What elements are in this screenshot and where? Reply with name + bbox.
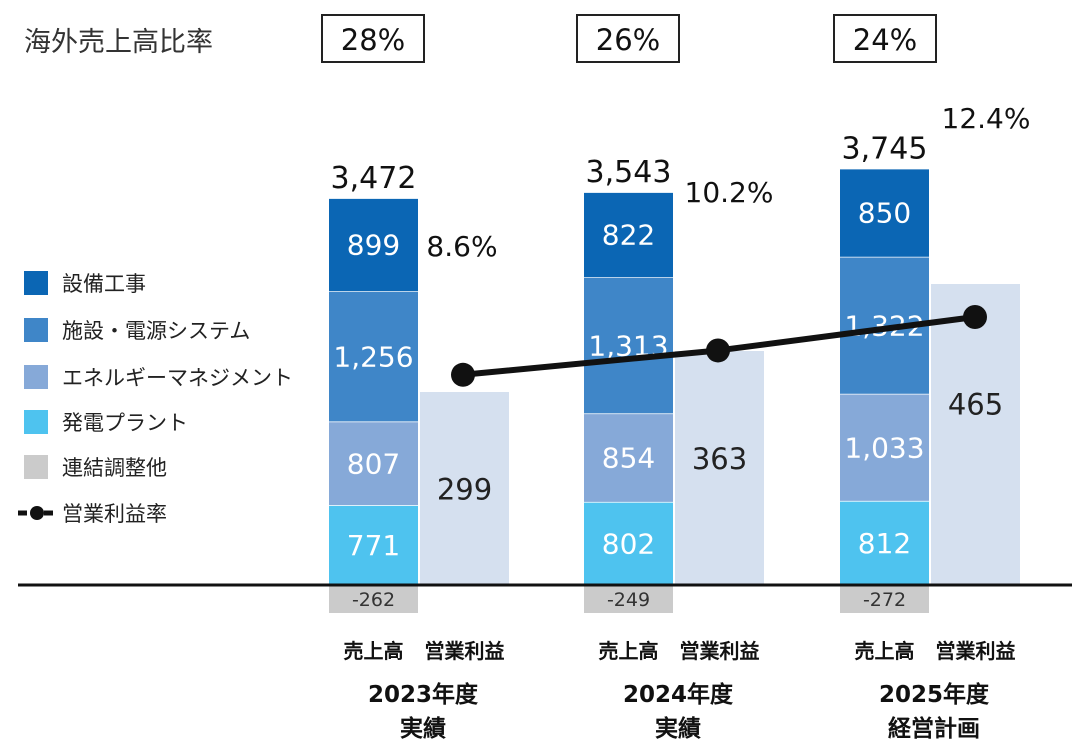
fiscal-year-note: 経営計画 [888,715,980,742]
overseas-ratio-box [576,14,680,63]
sales-bar-segment [584,277,673,414]
sales-total-label: 3,745 [842,132,928,167]
legend-dot-marker [30,506,44,520]
adjustment-bar [584,585,673,613]
overseas-ratio-boxes: 28% 26% 24% [321,14,937,63]
sales-bar-segment [840,393,929,501]
operating-margin-point [706,338,730,363]
overseas-ratio-box [321,14,425,63]
legend-label: 施設・電源システム [62,319,250,343]
adjustment-label: -262 [352,589,395,611]
sales-segment-label: 771 [347,529,400,562]
sales-bar-caption: 売上高 [855,639,915,663]
fiscal-year-label: 2023年度 [368,681,479,708]
adjustment-bar [329,585,418,613]
fiscal-year-label: 2025年度 [879,681,990,708]
sales-bar-segment [840,168,929,257]
sales-bar-segment [584,413,673,502]
operating-profit-bar [675,351,764,585]
sales-segment-label: 807 [347,447,400,480]
overseas-ratio-value: 28% [341,23,405,57]
sales-bar-segment [584,192,673,278]
fiscal-year-label: 2024年度 [623,681,734,708]
adjustment-label: -249 [607,589,650,611]
adjustment-bar [840,585,929,613]
sales-segment-label: 850 [858,197,911,230]
operating-profit-label: 465 [948,388,1003,422]
sales-bar-segment [329,421,418,506]
operating-profit-label: 299 [437,473,492,507]
sales-segment-label: 812 [858,527,911,560]
sales-bar-caption: 売上高 [599,639,659,663]
sales-bar-segment [840,500,929,585]
operating-margin-point [963,305,987,330]
operating-profit-label: 363 [692,442,747,476]
fiscal-year-note: 実績 [400,715,446,742]
legend-label: エネルギーマネジメント [62,366,293,390]
sales-bar-segment [329,505,418,585]
legend-label: 設備工事 [62,272,146,296]
sales-bar-segment [329,198,418,292]
sales-bar-segment [329,291,418,422]
operating-margin-line: 8.6% 10.2% 12.4% [426,102,1030,387]
operating-margin-label: 12.4% [942,102,1031,135]
legend-label: 連結調整他 [62,456,167,480]
sales-segment-label: 1,256 [333,340,413,373]
operating-margin-label: 8.6% [426,230,497,263]
overseas-ratio-box [833,14,937,63]
profit-bar-caption: 営業利益 [425,639,505,663]
adjustment-label: -272 [863,589,906,611]
bars-layer: 7718071,256899-2623,4722998028541,313822… [329,132,1020,613]
sales-segment-label: 899 [347,229,400,262]
legend-label: 発電プラント [62,411,188,435]
operating-margin-label: 10.2% [685,176,774,209]
overseas-ratio-value: 26% [596,23,660,57]
overseas-ratio-value: 24% [853,23,917,57]
sales-total-label: 3,472 [331,161,417,196]
operating-profit-bar [931,284,1020,585]
legend-label: 営業利益率 [62,502,167,526]
legend-swatch [24,271,48,295]
sales-segment-label: 854 [602,442,655,475]
legend-swatch [24,365,48,389]
legend-swatch [24,410,48,434]
sales-total-label: 3,543 [586,155,672,190]
overseas-ratio-label: 海外売上高比率 [24,27,213,58]
operating-profit-bar [420,392,509,585]
profit-bar-caption: 営業利益 [680,639,760,663]
sales-segment-label: 822 [602,219,655,252]
profit-bar-caption: 営業利益 [936,639,1016,663]
fiscal-year-note: 実績 [655,715,701,742]
sales-segment-label: 1,033 [844,431,924,464]
sales-segment-label: 802 [602,527,655,560]
sales-bar-segment [584,501,673,585]
operating-margin-point [451,362,475,387]
sales-bar-caption: 売上高 [344,639,404,663]
legend-swatch [24,455,48,479]
legend-swatch [24,318,48,342]
